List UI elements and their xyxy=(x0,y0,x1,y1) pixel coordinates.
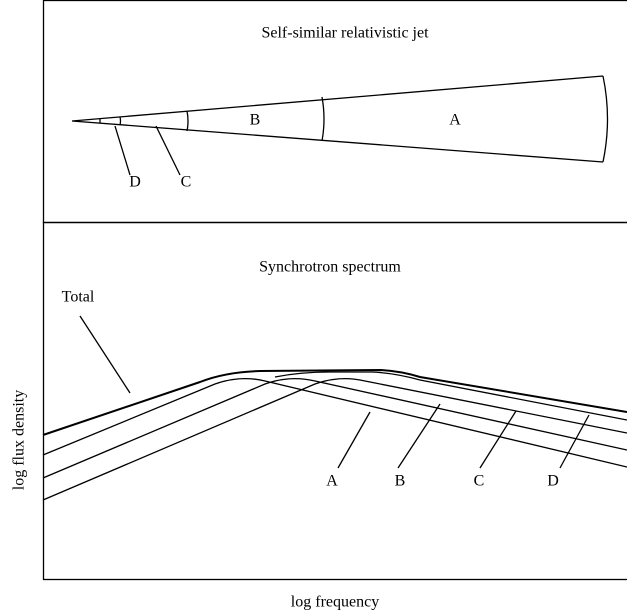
curve-label: D xyxy=(547,473,559,490)
curve-label: B xyxy=(395,473,406,490)
x-axis-label: log frequency xyxy=(291,594,379,611)
jet-segment-edge xyxy=(603,76,608,162)
total-label: Total xyxy=(62,289,95,306)
y-axis-label: log flux density xyxy=(11,390,28,490)
leader-line xyxy=(80,316,130,393)
jet-label: C xyxy=(181,174,192,191)
jet-segment-edge xyxy=(120,117,121,125)
jet-edges xyxy=(72,76,603,162)
bottom-title: Synchrotron spectrum xyxy=(259,259,401,276)
jet-label: B xyxy=(250,112,261,129)
jet-label: A xyxy=(449,112,461,129)
top-title: Self-similar relativistic jet xyxy=(261,25,429,42)
bottom-panel-frame xyxy=(44,223,627,580)
spectrum-curve xyxy=(43,379,627,467)
jet-segment-edge xyxy=(187,111,188,131)
leader-lines xyxy=(115,126,180,175)
curve-label: A xyxy=(326,473,338,490)
jet-segment-edge xyxy=(322,97,324,141)
figure: Self-similar relativistic jet A B C D Sy… xyxy=(0,0,627,615)
jet-label: D xyxy=(129,174,141,191)
curve-label: C xyxy=(474,473,485,490)
jet xyxy=(72,76,608,175)
